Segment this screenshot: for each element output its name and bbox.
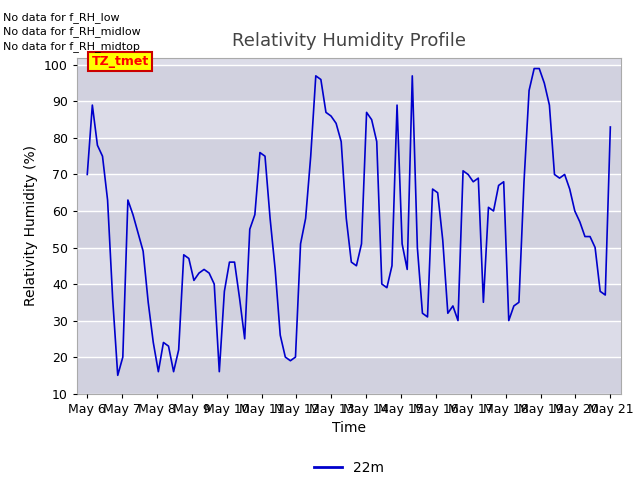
Text: TZ_tmet: TZ_tmet — [92, 55, 148, 68]
Title: Relativity Humidity Profile: Relativity Humidity Profile — [232, 33, 466, 50]
X-axis label: Time: Time — [332, 421, 366, 435]
Bar — [77, 357, 621, 394]
Legend: 22m: 22m — [308, 456, 389, 480]
Y-axis label: Relativity Humidity (%): Relativity Humidity (%) — [24, 145, 38, 306]
Bar — [77, 138, 621, 174]
Bar — [77, 211, 621, 248]
Bar — [77, 65, 621, 101]
Bar — [77, 284, 621, 321]
Text: No data for f_RH_midtop: No data for f_RH_midtop — [3, 41, 140, 52]
Text: No data for f_RH_midlow: No data for f_RH_midlow — [3, 26, 141, 37]
Text: No data for f_RH_low: No data for f_RH_low — [3, 12, 120, 23]
